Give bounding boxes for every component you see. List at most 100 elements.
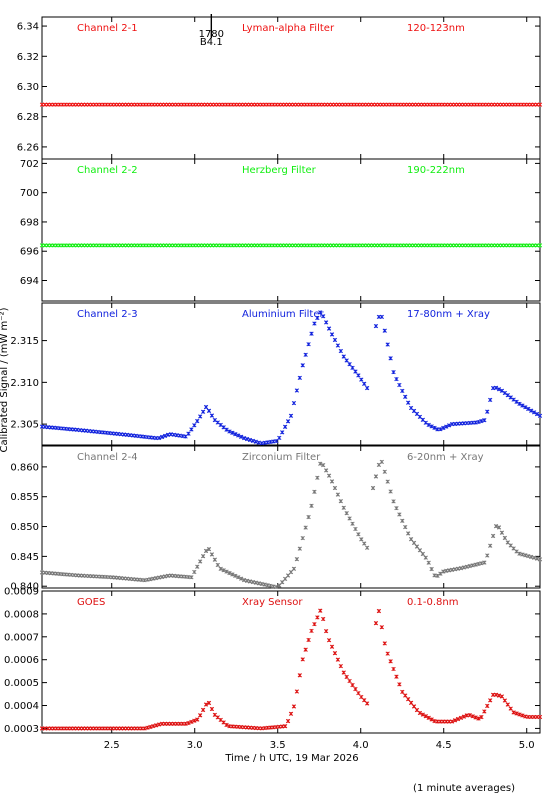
data-point [482, 709, 487, 714]
data-point [350, 365, 355, 371]
data-point [285, 718, 291, 724]
data-point [294, 689, 300, 694]
data-point [350, 682, 355, 688]
data-point [511, 397, 516, 402]
data-point [526, 406, 531, 412]
data-point [488, 698, 493, 703]
data-point [529, 554, 534, 560]
data-point [203, 404, 209, 410]
data-point [344, 358, 349, 363]
data-point [198, 713, 203, 718]
data-point [376, 608, 382, 614]
y-tick-label: 6.32 [17, 52, 39, 63]
data-point [391, 499, 396, 504]
data-point [326, 326, 332, 331]
data-point [206, 408, 212, 413]
data-point [200, 554, 206, 559]
y-tick-label: 0.0004 [4, 701, 39, 712]
data-point [514, 549, 519, 554]
data-point [523, 553, 528, 558]
data-point [323, 468, 329, 473]
data-point [359, 694, 364, 700]
data-point [394, 506, 399, 511]
data-point [315, 315, 320, 321]
data-point [338, 348, 343, 354]
data-point [429, 717, 434, 722]
data-point [294, 557, 300, 562]
data-point [488, 397, 493, 403]
data-point [488, 543, 493, 548]
data-point [429, 566, 434, 572]
data-point [192, 569, 197, 575]
panel-band-label: 17-80nm + Xray [407, 309, 490, 320]
data-point [227, 429, 232, 434]
data-point [537, 413, 543, 418]
data-point [297, 375, 302, 381]
data-point [198, 414, 203, 419]
data-point [508, 706, 513, 711]
data-point [203, 548, 209, 554]
data-point [312, 621, 317, 627]
data-point [244, 436, 250, 442]
data-point [493, 524, 499, 529]
data-point [335, 657, 341, 662]
data-point [347, 678, 352, 684]
data-point [529, 408, 534, 413]
data-point [332, 337, 338, 343]
data-point [359, 377, 364, 382]
y-tick-label: 0.0006 [4, 655, 39, 666]
series-ch22 [39, 243, 543, 248]
data-point [490, 533, 496, 539]
data-point [441, 425, 446, 431]
data-point [502, 535, 508, 541]
data-point [517, 401, 522, 407]
data-point [517, 551, 522, 556]
data-point [218, 566, 223, 571]
data-point [239, 576, 244, 581]
data-point [236, 433, 241, 438]
data-point [426, 560, 431, 565]
data-point [288, 711, 294, 716]
data-point [157, 435, 162, 441]
panel-band-label: 0.1-0.8nm [407, 597, 459, 608]
data-point [189, 575, 194, 580]
data-point [332, 485, 338, 491]
panel-channel-label: Channel 2-3 [77, 309, 138, 320]
data-point [517, 712, 522, 717]
data-point [212, 557, 217, 562]
data-point [280, 430, 285, 435]
data-point [397, 512, 402, 517]
data-point [467, 563, 472, 569]
data-point [353, 686, 358, 692]
x-axis: 2.5 3.0 3.5 4.0 4.5 5.0 [104, 740, 535, 751]
data-point [502, 390, 508, 396]
x-tick-label: 3.5 [270, 740, 286, 751]
data-point [394, 376, 399, 382]
data-point [473, 562, 478, 567]
panel-filter-label: Lyman-alpha Filter [242, 23, 335, 34]
data-point [502, 698, 508, 703]
data-point [347, 362, 352, 367]
data-point [388, 489, 393, 494]
series-ch24 [39, 459, 543, 590]
data-point [277, 583, 282, 588]
data-point [300, 657, 305, 662]
data-point [356, 532, 361, 537]
data-point [470, 714, 475, 719]
data-point [520, 713, 525, 718]
data-point [397, 382, 402, 388]
panel-band-label: 190-222nm [407, 165, 465, 176]
panel-filter-label: Zirconium Filter [242, 452, 321, 463]
y-tick-label: 0.840 [10, 582, 39, 593]
data-point [209, 706, 215, 712]
data-point [417, 710, 423, 716]
data-point [485, 409, 490, 414]
data-point [224, 569, 229, 574]
data-point [537, 102, 543, 107]
panel-frame [41, 302, 541, 446]
data-point [241, 577, 247, 583]
data-point [356, 690, 361, 696]
data-point [400, 518, 405, 523]
data-point [420, 551, 425, 557]
data-point [526, 553, 531, 559]
